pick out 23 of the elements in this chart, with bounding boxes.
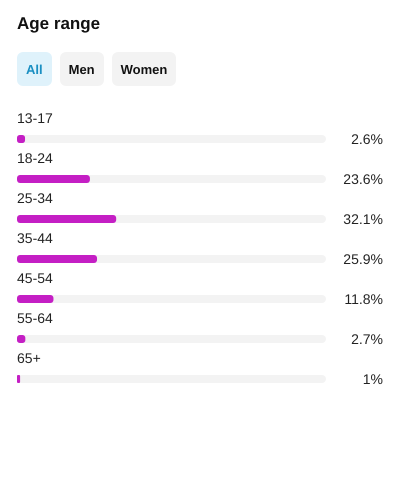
y-tick-label: 55-64 bbox=[17, 310, 54, 326]
bar bbox=[17, 335, 26, 343]
bar bbox=[17, 295, 54, 303]
y-tick-label: 35-44 bbox=[17, 230, 54, 246]
chart-title: Age range bbox=[17, 14, 100, 34]
y-tick-label: 18-24 bbox=[17, 150, 54, 166]
y-tick-label: 65+ bbox=[17, 350, 41, 366]
data-label: 11.8% bbox=[344, 291, 383, 307]
y-tick-label: 13-17 bbox=[17, 110, 54, 126]
text: Women bbox=[112, 52, 176, 86]
y-tick-label: 45-54 bbox=[17, 270, 54, 286]
data-label: 2.6% bbox=[351, 131, 383, 147]
bar bbox=[17, 175, 90, 183]
y-tick-label: 25-34 bbox=[17, 190, 54, 206]
bar bbox=[17, 135, 26, 143]
data-label: 1% bbox=[362, 371, 383, 387]
data-label: 2.7% bbox=[351, 331, 383, 347]
text: All bbox=[17, 52, 52, 86]
data-label: 23.6% bbox=[343, 171, 383, 187]
text: Men bbox=[60, 52, 104, 86]
data-label: 32.1% bbox=[343, 211, 383, 227]
data-label: 25.9% bbox=[343, 251, 383, 267]
bar bbox=[17, 375, 20, 383]
